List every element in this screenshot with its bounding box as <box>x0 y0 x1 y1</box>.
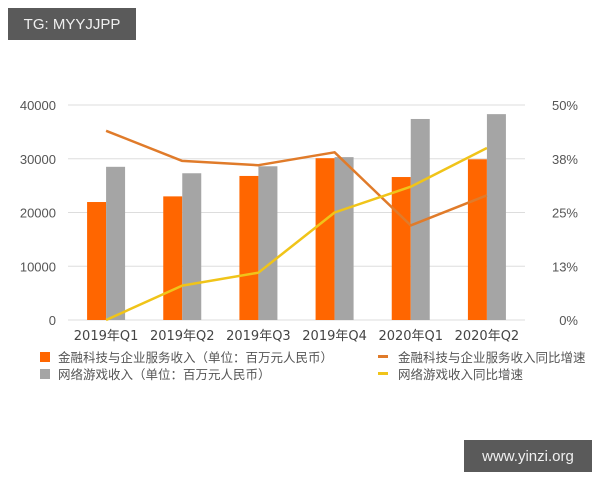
bar <box>258 166 278 320</box>
y2-tick-label: 0% <box>559 313 578 328</box>
legend-label: 金融科技与企业服务收入（单位：百万元人民币） <box>58 350 334 365</box>
bar <box>182 173 202 320</box>
x-category-label: 2019年Q3 <box>226 329 291 344</box>
bar <box>486 114 506 320</box>
x-category-label: 2020年Q2 <box>455 329 520 344</box>
bar <box>106 166 126 320</box>
bar <box>87 202 107 320</box>
y2-tick-label: 50% <box>552 98 578 113</box>
line-series-path <box>105 129 488 227</box>
legend-item-fintech-revenue: 金融科技与企业服务收入（单位：百万元人民币） <box>40 348 333 365</box>
y-tick-label: 30000 <box>20 152 56 167</box>
y2-tick-label: 38% <box>552 152 578 167</box>
orange-line-icon <box>378 355 388 358</box>
bar-series <box>87 114 506 320</box>
line-series <box>105 129 488 322</box>
orange-square-icon <box>40 351 50 362</box>
gray-square-icon <box>40 368 50 379</box>
legend-label: 网络游戏收入同比增速 <box>398 367 524 382</box>
bar <box>410 118 430 320</box>
y2-tick-label: 13% <box>552 259 578 274</box>
legend-right: 金融科技与企业服务收入同比增速 网络游戏收入同比增速 <box>378 348 586 382</box>
y-tick-label: 0 <box>49 313 56 328</box>
line-series-path <box>105 146 488 322</box>
category-labels: 2019年Q1 2019年Q2 2019年Q3 2019年Q4 2020年Q1 2020年… <box>74 329 519 344</box>
right-axis-ticks: 0% 13% 25% 38% 50% <box>552 98 578 328</box>
bar <box>391 177 411 320</box>
bar <box>163 196 183 320</box>
legend-item-games-revenue: 网络游戏收入（单位：百万元人民币） <box>40 365 333 382</box>
legend-item-fintech-growth: 金融科技与企业服务收入同比增速 <box>378 348 586 365</box>
legend-left: 金融科技与企业服务收入（单位：百万元人民币） 网络游戏收入（单位：百万元人民币） <box>40 348 333 382</box>
x-category-label: 2020年Q1 <box>378 329 443 344</box>
y-tick-label: 10000 <box>20 259 56 274</box>
yellow-line-icon <box>378 372 388 375</box>
legend-label: 金融科技与企业服务收入同比增速 <box>398 350 586 365</box>
bar <box>239 175 259 320</box>
grid-lines <box>68 104 525 321</box>
watermark-bottom: www.yinzi.org <box>464 440 592 472</box>
y-tick-label: 20000 <box>20 206 56 221</box>
y-tick-label: 40000 <box>20 98 56 113</box>
x-category-label: 2019年Q2 <box>150 329 215 344</box>
legend-item-games-growth: 网络游戏收入同比增速 <box>378 365 586 382</box>
watermark-top: TG: MYYJJPP <box>8 8 136 40</box>
x-category-label: 2019年Q1 <box>74 329 139 344</box>
bar <box>315 158 335 320</box>
y2-tick-label: 25% <box>552 206 578 221</box>
bar <box>467 159 487 320</box>
bar <box>334 157 354 320</box>
x-category-label: 2019年Q4 <box>302 329 367 344</box>
legend-label: 网络游戏收入（单位：百万元人民币） <box>58 367 271 382</box>
left-axis-ticks: 0 10000 20000 30000 40000 <box>20 98 56 328</box>
